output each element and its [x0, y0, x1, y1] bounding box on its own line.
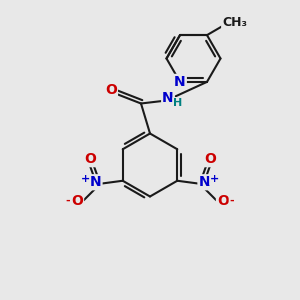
- Text: -: -: [66, 195, 70, 205]
- Text: O: O: [71, 194, 83, 208]
- Text: O: O: [204, 152, 216, 166]
- Text: O: O: [217, 194, 229, 208]
- Text: N: N: [199, 175, 210, 189]
- Text: +: +: [210, 174, 219, 184]
- Text: N: N: [162, 91, 174, 104]
- Text: -: -: [230, 195, 234, 205]
- Text: O: O: [105, 83, 117, 97]
- Text: CH₃: CH₃: [222, 16, 247, 29]
- Text: N: N: [174, 75, 186, 89]
- Text: +: +: [81, 174, 90, 184]
- Text: O: O: [84, 152, 96, 166]
- Text: N: N: [90, 175, 101, 189]
- Text: H: H: [173, 98, 182, 108]
